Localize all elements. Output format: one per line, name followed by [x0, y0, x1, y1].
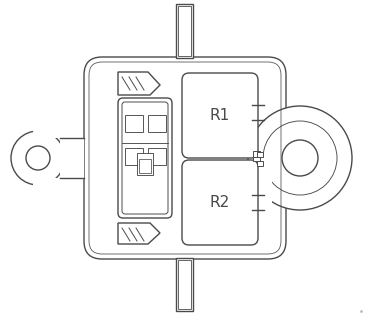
Circle shape [11, 131, 65, 185]
Bar [125, 115, 143, 132]
Bar [137, 153, 153, 175]
FancyBboxPatch shape [182, 73, 258, 158]
FancyBboxPatch shape [182, 160, 258, 245]
Bar [257, 152, 263, 157]
Bar [178, 6, 191, 56]
Bar [139, 159, 151, 173]
Bar [148, 115, 166, 132]
Bar [33, 178, 63, 193]
Bar [125, 148, 143, 165]
Bar [60, 138, 84, 178]
Bar [252, 155, 272, 210]
Bar [257, 161, 263, 166]
Polygon shape [118, 72, 160, 95]
Circle shape [282, 140, 318, 176]
Text: R2: R2 [210, 195, 230, 210]
Bar [253, 155, 260, 161]
Text: R1: R1 [210, 108, 230, 123]
Bar [148, 148, 166, 165]
FancyBboxPatch shape [84, 57, 286, 259]
Bar [253, 151, 260, 157]
FancyBboxPatch shape [118, 98, 172, 218]
Bar [33, 123, 63, 138]
Bar [176, 258, 193, 311]
Polygon shape [118, 223, 160, 244]
Bar [176, 4, 193, 58]
Circle shape [248, 106, 352, 210]
Bar [178, 260, 191, 309]
